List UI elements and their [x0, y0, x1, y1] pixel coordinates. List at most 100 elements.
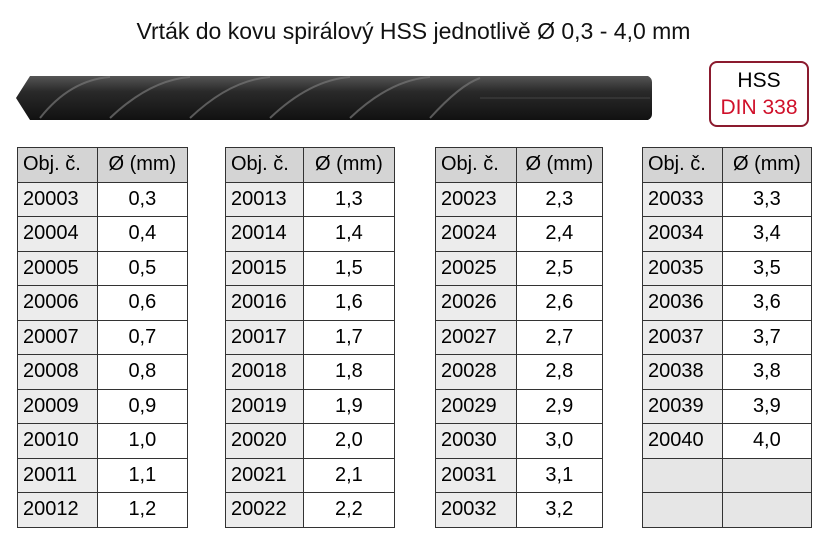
- spec-table: Obj. č. Ø (mm) 20013 1,3 20014 1,4 20015 1,5 200…: [225, 147, 396, 528]
- header-cell: Ø (mm): [721, 147, 813, 183]
- cell: 20037: [642, 319, 723, 355]
- table-row: 20027 2,7: [435, 319, 604, 355]
- cell: 20014: [225, 216, 304, 252]
- cell: 20006: [17, 285, 98, 321]
- cell: 3,5: [721, 250, 813, 286]
- cell: 20020: [225, 423, 304, 459]
- cell: 2,8: [515, 354, 604, 390]
- cell: 3,9: [721, 388, 813, 424]
- cell: 0,6: [96, 285, 189, 321]
- table-row: 20036 3,6: [642, 285, 813, 321]
- cell: 0,7: [96, 319, 189, 355]
- cell: 0,4: [96, 216, 189, 252]
- table-row: 20009 0,9: [17, 388, 189, 424]
- header-row: Obj. č. Ø (mm): [435, 147, 604, 183]
- cell: 20018: [225, 354, 304, 390]
- cell: 20030: [435, 423, 517, 459]
- cell: 1,4: [302, 216, 396, 252]
- header-cell: Ø (mm): [302, 147, 396, 183]
- cell: 2,2: [302, 492, 396, 528]
- table-row: 20029 2,9: [435, 388, 604, 424]
- cell: 20008: [17, 354, 98, 390]
- table-row: 20007 0,7: [17, 319, 189, 355]
- cell: 20016: [225, 285, 304, 321]
- table-row: 20031 3,1: [435, 457, 604, 493]
- cell: 20005: [17, 250, 98, 286]
- cell: 20007: [17, 319, 98, 355]
- table-row: 20012 1,2: [17, 492, 189, 528]
- spec-table: Obj. č. Ø (mm) 20003 0,3 20004 0,4 20005 0,5 200…: [17, 147, 189, 528]
- table-row: 20039 3,9: [642, 388, 813, 424]
- table-row: 20035 3,5: [642, 250, 813, 286]
- cell: 20039: [642, 388, 723, 424]
- cell: 0,3: [96, 181, 189, 217]
- cell: 20013: [225, 181, 304, 217]
- cell: 20033: [642, 181, 723, 217]
- cell: 20015: [225, 250, 304, 286]
- cell: 20031: [435, 457, 517, 493]
- cell: 20038: [642, 354, 723, 390]
- table-row: 20015 1,5: [225, 250, 396, 286]
- cell: 20010: [17, 423, 98, 459]
- cell: 20027: [435, 319, 517, 355]
- cell: 20009: [17, 388, 98, 424]
- table-row: 20013 1,3: [225, 181, 396, 217]
- cell: 0,9: [96, 388, 189, 424]
- cell: 1,9: [302, 388, 396, 424]
- cell: [721, 457, 813, 493]
- cell: 20028: [435, 354, 517, 390]
- cell: 2,7: [515, 319, 604, 355]
- table-row: 20011 1,1: [17, 457, 189, 493]
- cell: 20026: [435, 285, 517, 321]
- cell: [721, 492, 813, 528]
- table-row: 20005 0,5: [17, 250, 189, 286]
- cell: 2,1: [302, 457, 396, 493]
- title: Vrták do kovu spirálový HSS jednotlivě Ø…: [136, 18, 691, 44]
- table-row: 20038 3,8: [642, 354, 813, 390]
- table-row: 20006 0,6: [17, 285, 189, 321]
- header-row: Obj. č. Ø (mm): [225, 147, 396, 183]
- cell: 20019: [225, 388, 304, 424]
- cell: 0,5: [96, 250, 189, 286]
- table-row: 20010 1,0: [17, 423, 189, 459]
- table-row: 20018 1,8: [225, 354, 396, 390]
- cell: 20011: [17, 457, 98, 493]
- cell: 20040: [642, 423, 723, 459]
- table-row: 20032 3,2: [435, 492, 604, 528]
- header-cell: Obj. č.: [225, 147, 304, 183]
- header-cell: Ø (mm): [96, 147, 189, 183]
- spec-table: Obj. č. Ø (mm) 20033 3,3 20034 3,4 20035 3,5 200…: [642, 147, 813, 528]
- table-row: 20028 2,8: [435, 354, 604, 390]
- table-row: 20003 0,3: [17, 181, 189, 217]
- cell: 20017: [225, 319, 304, 355]
- cell: 3,6: [721, 285, 813, 321]
- table-row: 20025 2,5: [435, 250, 604, 286]
- spec-table: Obj. č. Ø (mm) 20023 2,3 20024 2,4 20025 2,5 200…: [435, 147, 604, 528]
- cell: 20003: [17, 181, 98, 217]
- cell: 20021: [225, 457, 304, 493]
- empty-row: [642, 457, 813, 493]
- cell: 1,8: [302, 354, 396, 390]
- cell: 2,0: [302, 423, 396, 459]
- header-cell: Obj. č.: [642, 147, 723, 183]
- table-row: 20004 0,4: [17, 216, 189, 252]
- cell: 2,6: [515, 285, 604, 321]
- cell: 4,0: [721, 423, 813, 459]
- cell: 3,7: [721, 319, 813, 355]
- table-row: 20037 3,7: [642, 319, 813, 355]
- cell: 2,5: [515, 250, 604, 286]
- cell: 20036: [642, 285, 723, 321]
- table-row: 20022 2,2: [225, 492, 396, 528]
- table-row: 20016 1,6: [225, 285, 396, 321]
- cell: [642, 457, 723, 493]
- table-row: 20034 3,4: [642, 216, 813, 252]
- table-row: 20040 4,0: [642, 423, 813, 459]
- cell: 20004: [17, 216, 98, 252]
- cell: 20023: [435, 181, 517, 217]
- empty-row: [642, 492, 813, 528]
- header-cell: Obj. č.: [17, 147, 98, 183]
- cell: 3,1: [515, 457, 604, 493]
- cell: 20035: [642, 250, 723, 286]
- cell: 20029: [435, 388, 517, 424]
